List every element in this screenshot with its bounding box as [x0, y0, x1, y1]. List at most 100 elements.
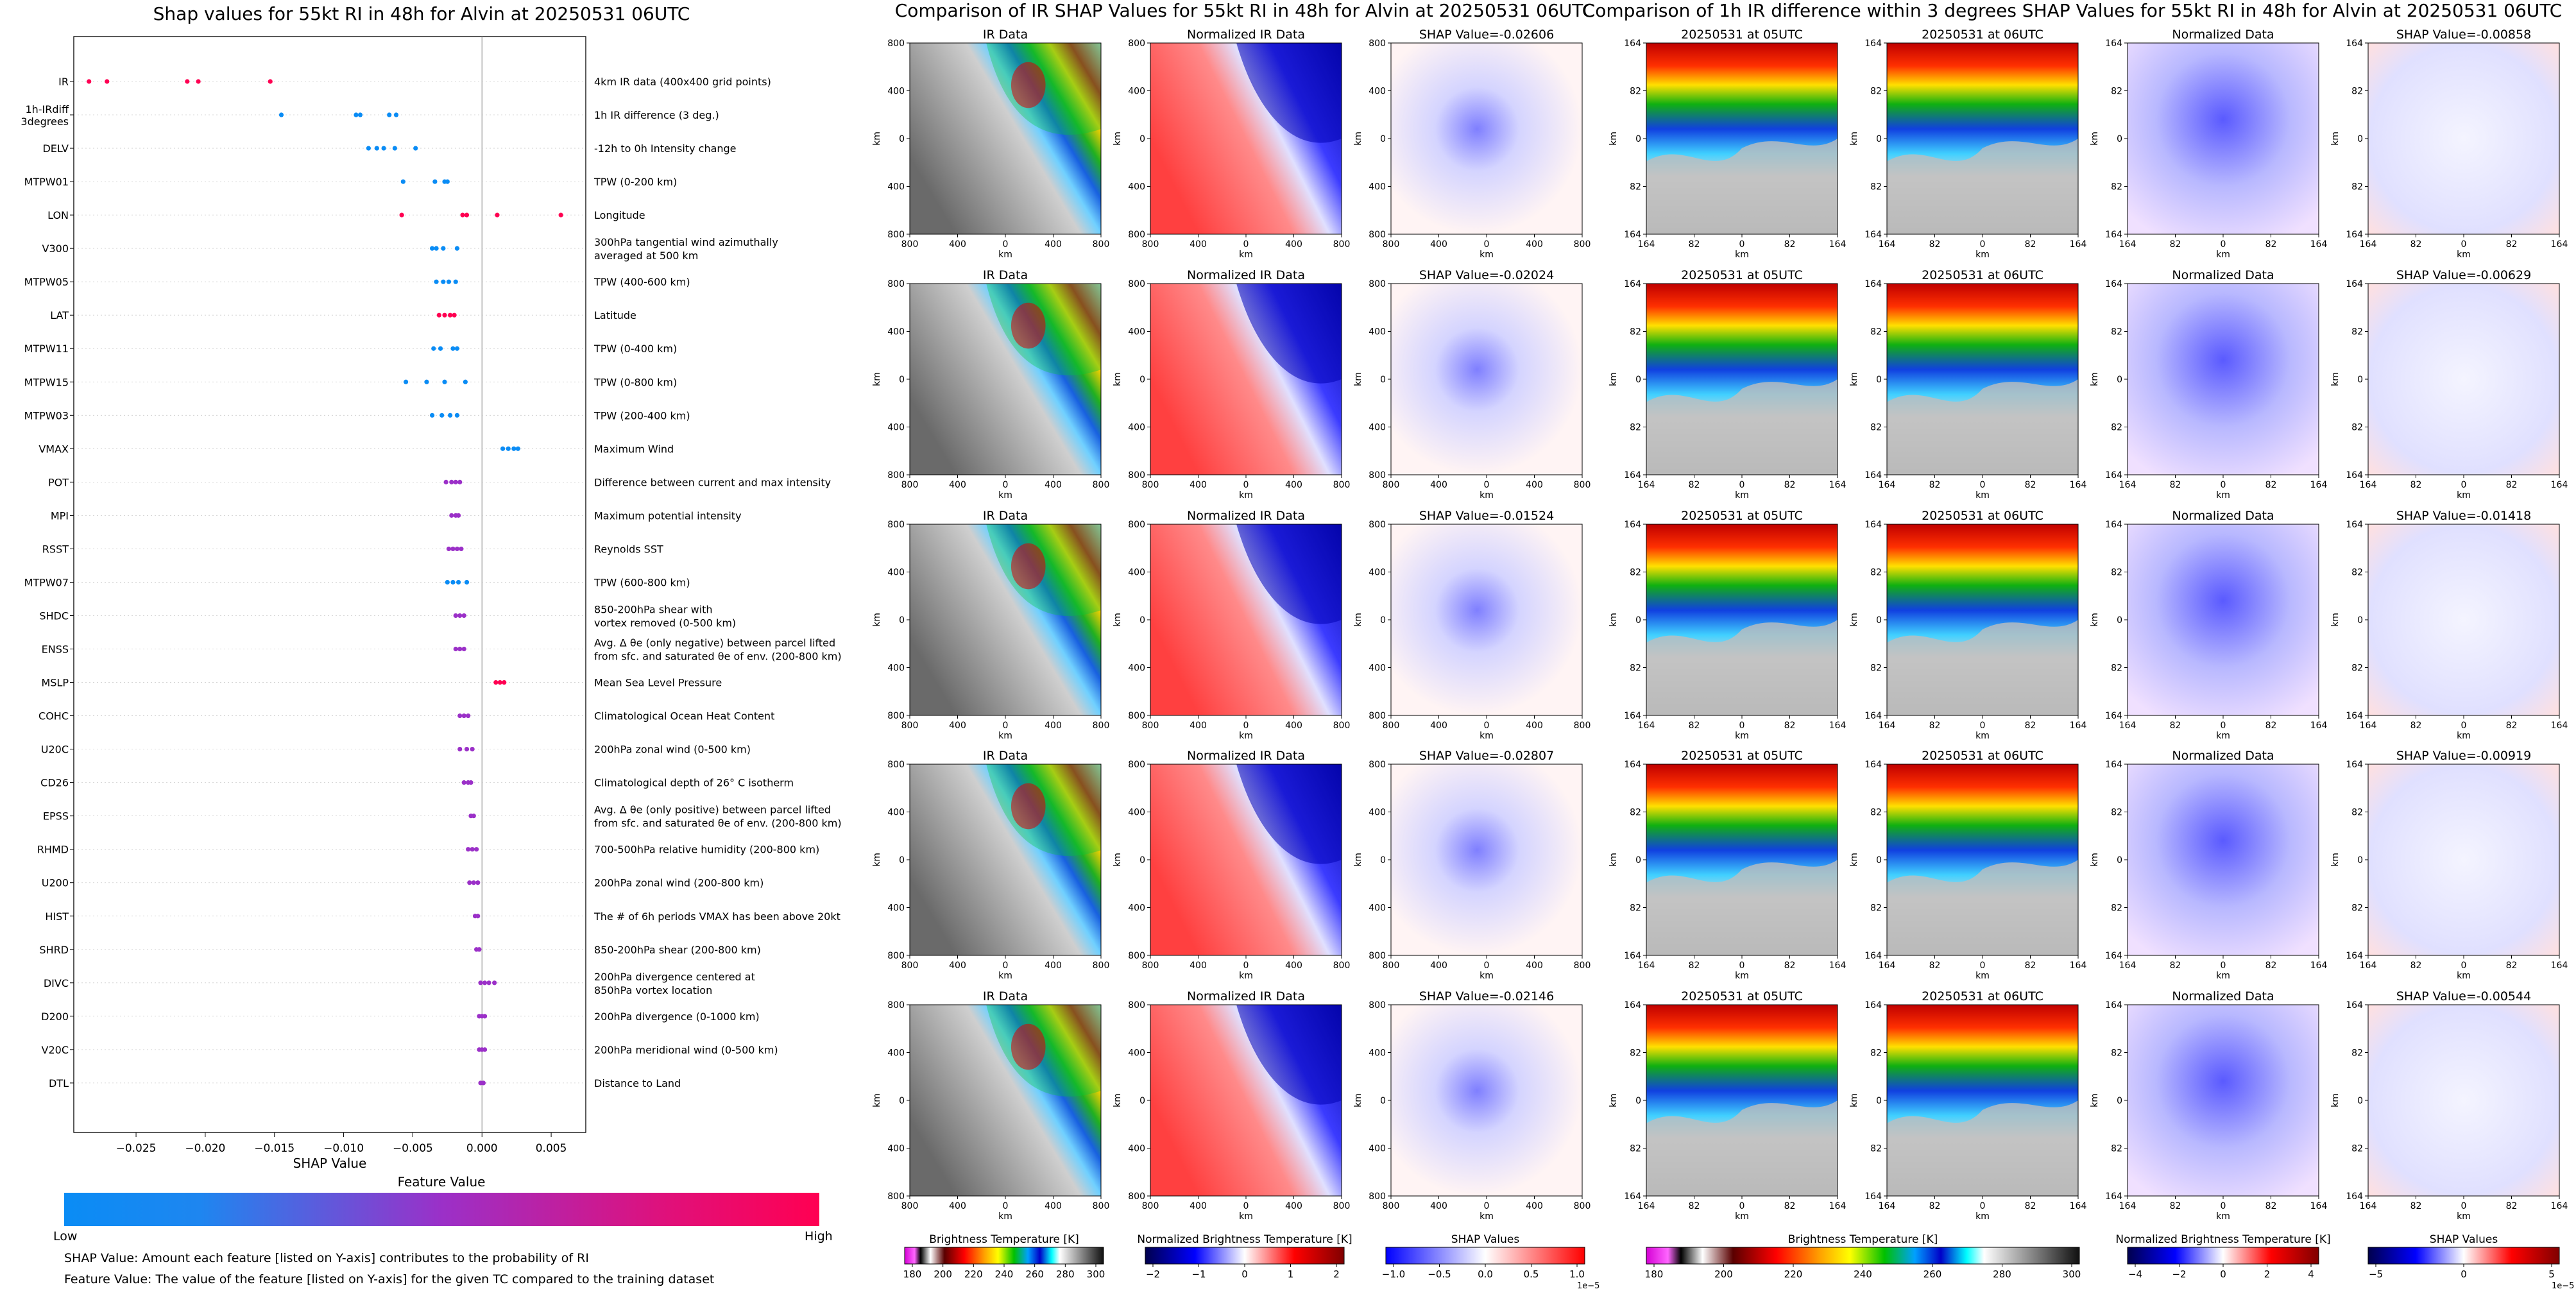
y-tick-label: 82: [2351, 1048, 2363, 1059]
y-tick-label: 164: [1624, 279, 1641, 289]
colorbar: [1145, 1247, 1345, 1265]
x-tick-label: 164: [2070, 480, 2087, 490]
y-tick-label: 800: [1128, 1191, 1145, 1202]
y-tick-label: 0: [1139, 855, 1145, 866]
x-tick-label: 0: [1980, 960, 1986, 971]
ir-data-image: [910, 284, 1101, 475]
panel-title: 20250531 at 06UTC: [1922, 749, 2043, 763]
feature-description-line: 850hPa vortex location: [594, 984, 712, 996]
x-tick-label: −0.020: [185, 1142, 225, 1155]
feature-name: DIVC: [44, 977, 69, 989]
feature-description-line: TPW (0-400 km): [593, 343, 677, 355]
y-tick-label: 400: [1369, 568, 1386, 578]
feature-name: MTPW01: [24, 176, 69, 188]
y-axis-label: km: [1113, 372, 1123, 386]
shap-point: [392, 146, 397, 151]
feature-description: TPW (0-200 km): [593, 176, 677, 188]
colorbar-tick-label: 280: [1993, 1268, 2011, 1280]
panel-title: SHAP Value=-0.00629: [2396, 268, 2531, 282]
x-tick-label: 82: [1784, 721, 1796, 731]
x-tick-label: 82: [1689, 1201, 1700, 1211]
y-tick-label: 0: [2117, 375, 2122, 385]
y-tick-label: 0: [899, 615, 905, 626]
y-tick-label: 0: [1635, 134, 1641, 144]
feature-description-line: The # of 6h periods VMAX has been above …: [593, 910, 840, 923]
y-tick-label: 400: [1128, 182, 1145, 192]
x-tick-label: 0: [1243, 239, 1249, 250]
y-axis-label: km: [2330, 132, 2341, 146]
y-axis-label: km: [2090, 372, 2100, 386]
shap-point: [446, 279, 452, 284]
x-tick-label: 0: [2461, 721, 2467, 731]
y-tick-label: 82: [2111, 663, 2122, 674]
feature-description-line: -12h to 0h Intensity change: [594, 142, 737, 155]
colorbar-tick-label: 200: [1714, 1268, 1733, 1280]
y-tick-label: 800: [887, 711, 905, 721]
y-axis-label: km: [872, 613, 882, 627]
y-tick-label: 82: [2111, 1048, 2122, 1059]
feature-description: 850-200hPa shear with vortex removed (0-5…: [594, 603, 736, 629]
x-tick-label: 800: [1093, 1201, 1110, 1211]
x-tick-label: 82: [2170, 480, 2181, 490]
ir-data-image: [910, 764, 1101, 955]
feature-description-line: from sfc. and saturated θe of env. (200-…: [594, 651, 842, 663]
feature-name-line: HIST: [45, 910, 69, 923]
y-axis-label: km: [872, 132, 882, 146]
colorbar-tick-label: 180: [1645, 1268, 1664, 1280]
panel-title: Normalized Data: [2172, 989, 2274, 1003]
feature-description: Climatological depth of 26° C isotherm: [594, 777, 794, 789]
y-tick-label: 82: [2351, 327, 2363, 337]
x-tick-label: 0: [1484, 480, 1490, 490]
shap-point: [393, 112, 399, 117]
x-tick-label: 800: [1093, 239, 1110, 250]
feature-name: MTPW15: [24, 376, 69, 388]
x-tick-label: 800: [1142, 960, 1159, 971]
feature-description-line: TPW (0-200 km): [593, 176, 677, 188]
feature-name: RHMD: [37, 844, 69, 856]
x-axis-label: km: [1239, 731, 1253, 741]
panel-title: 20250531 at 06UTC: [1922, 989, 2043, 1003]
y-tick-label: 164: [1864, 951, 1882, 961]
feature-description: 200hPa zonal wind (200-800 km): [594, 877, 763, 889]
shap-point: [454, 413, 460, 418]
x-tick-label: 400: [1190, 1201, 1207, 1211]
x-tick-label: 164: [2360, 960, 2377, 971]
feature-name: ENSS: [42, 644, 69, 656]
x-tick-label: 400: [1430, 721, 1447, 731]
feature-name: LON: [47, 209, 69, 221]
x-tick-label: 400: [949, 721, 966, 731]
colorbar: [2127, 1247, 2319, 1265]
x-tick-label: 800: [1333, 239, 1351, 250]
x-tick-label: 400: [1526, 960, 1543, 971]
y-tick-label: 400: [887, 1144, 905, 1154]
feature-name-line: 1h-IRdiff: [25, 103, 69, 115]
y-tick-label: 0: [1380, 855, 1386, 866]
colorbar-tick-label: 1: [1288, 1268, 1294, 1280]
feature-description: 200hPa zonal wind (0-500 km): [594, 744, 751, 756]
colorbar-tick-label: 240: [995, 1268, 1014, 1280]
x-axis-label: SHAP Value: [293, 1156, 367, 1171]
colorbar-tick-label: 300: [1087, 1268, 1105, 1280]
shap-point: [441, 246, 446, 251]
x-axis-label: km: [2457, 731, 2471, 741]
y-tick-label: 400: [1128, 903, 1145, 914]
y-tick-label: 0: [2357, 134, 2363, 144]
y-axis-label: km: [1353, 853, 1363, 867]
x-tick-label: 82: [2506, 239, 2518, 250]
feature-name: DTL: [49, 1077, 69, 1089]
y-tick-label: 400: [887, 327, 905, 337]
shap-point: [278, 112, 284, 117]
shap-point: [196, 79, 201, 84]
y-tick-label: 0: [899, 134, 905, 144]
y-axis-label: km: [2090, 613, 2100, 627]
y-tick-label: 164: [1624, 230, 1641, 240]
x-tick-label: 400: [1526, 239, 1543, 250]
feature-description-line: 850-200hPa shear with: [594, 603, 713, 615]
feature-name-line: U20C: [41, 744, 69, 756]
feature-name: IR: [58, 76, 69, 88]
x-tick-label: 82: [1784, 1201, 1796, 1211]
x-tick-label: 800: [901, 960, 919, 971]
panel-title: SHAP Value=-0.02024: [1419, 268, 1554, 282]
feature-description: Longitude: [594, 209, 645, 221]
x-axis-label: km: [998, 731, 1012, 741]
